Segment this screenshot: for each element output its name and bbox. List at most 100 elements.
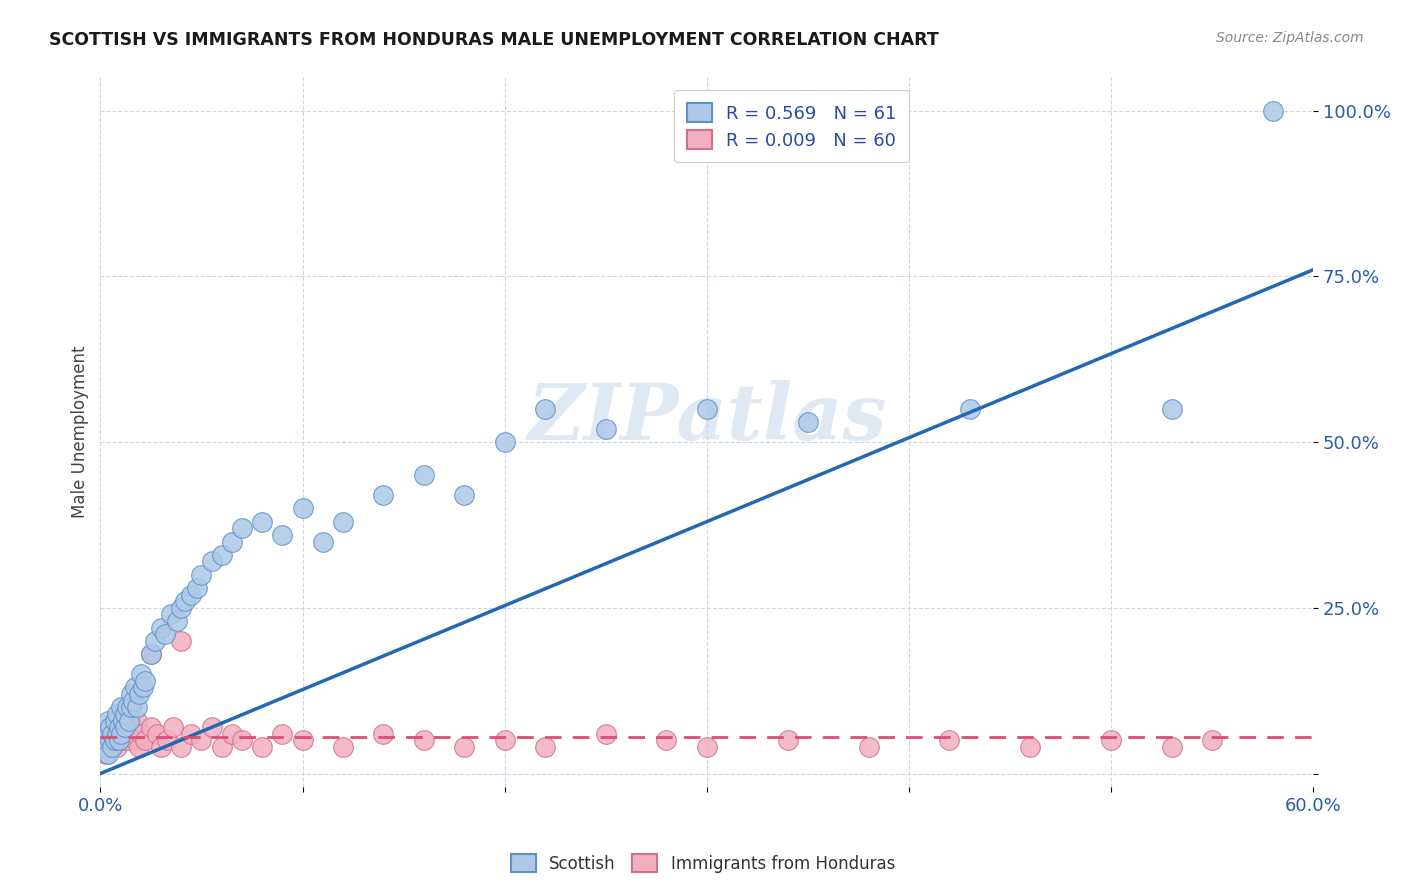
Point bbox=[96, 747, 118, 761]
Point bbox=[156, 733, 179, 747]
Point bbox=[124, 681, 146, 695]
Point bbox=[166, 614, 188, 628]
Point bbox=[115, 700, 138, 714]
Point bbox=[332, 515, 354, 529]
Point bbox=[115, 733, 138, 747]
Point bbox=[696, 740, 718, 755]
Point bbox=[100, 733, 122, 747]
Point bbox=[105, 706, 128, 721]
Point bbox=[107, 720, 129, 734]
Point bbox=[93, 740, 115, 755]
Point bbox=[858, 740, 880, 755]
Point bbox=[180, 588, 202, 602]
Point bbox=[125, 714, 148, 728]
Point bbox=[139, 647, 162, 661]
Point bbox=[128, 687, 150, 701]
Point bbox=[797, 415, 820, 429]
Point bbox=[103, 714, 125, 728]
Point bbox=[211, 740, 233, 755]
Point bbox=[231, 733, 253, 747]
Point bbox=[1201, 733, 1223, 747]
Point bbox=[250, 515, 273, 529]
Point bbox=[134, 673, 156, 688]
Text: SCOTTISH VS IMMIGRANTS FROM HONDURAS MALE UNEMPLOYMENT CORRELATION CHART: SCOTTISH VS IMMIGRANTS FROM HONDURAS MAL… bbox=[49, 31, 939, 49]
Point bbox=[107, 733, 129, 747]
Point bbox=[111, 727, 134, 741]
Point bbox=[105, 727, 128, 741]
Point bbox=[150, 740, 173, 755]
Point bbox=[128, 740, 150, 755]
Point bbox=[595, 422, 617, 436]
Point bbox=[110, 700, 132, 714]
Point bbox=[190, 733, 212, 747]
Point bbox=[696, 401, 718, 416]
Point bbox=[111, 714, 134, 728]
Point bbox=[110, 727, 132, 741]
Point bbox=[291, 733, 314, 747]
Point bbox=[121, 693, 143, 707]
Point bbox=[174, 594, 197, 608]
Point bbox=[200, 720, 222, 734]
Point bbox=[776, 733, 799, 747]
Point bbox=[1019, 740, 1042, 755]
Point bbox=[1160, 740, 1182, 755]
Point bbox=[373, 488, 395, 502]
Point bbox=[412, 468, 434, 483]
Point bbox=[153, 627, 176, 641]
Point bbox=[271, 528, 294, 542]
Point bbox=[146, 727, 169, 741]
Point bbox=[110, 733, 132, 747]
Point bbox=[124, 733, 146, 747]
Point bbox=[107, 720, 129, 734]
Point bbox=[118, 714, 141, 728]
Point bbox=[101, 727, 124, 741]
Point bbox=[190, 567, 212, 582]
Point bbox=[139, 720, 162, 734]
Point bbox=[221, 534, 243, 549]
Point bbox=[132, 681, 155, 695]
Point bbox=[121, 720, 143, 734]
Point bbox=[959, 401, 981, 416]
Point bbox=[453, 488, 475, 502]
Point bbox=[114, 720, 136, 734]
Point bbox=[534, 401, 557, 416]
Text: Source: ZipAtlas.com: Source: ZipAtlas.com bbox=[1216, 31, 1364, 45]
Point bbox=[101, 740, 124, 755]
Point bbox=[150, 621, 173, 635]
Point bbox=[105, 740, 128, 755]
Point bbox=[101, 727, 124, 741]
Point bbox=[139, 647, 162, 661]
Point bbox=[494, 733, 516, 747]
Point bbox=[103, 733, 125, 747]
Point bbox=[103, 714, 125, 728]
Point bbox=[97, 740, 120, 755]
Point bbox=[96, 733, 118, 747]
Point bbox=[120, 727, 142, 741]
Point bbox=[453, 740, 475, 755]
Point bbox=[373, 727, 395, 741]
Point bbox=[103, 733, 125, 747]
Point bbox=[186, 581, 208, 595]
Point bbox=[291, 501, 314, 516]
Point bbox=[938, 733, 960, 747]
Point bbox=[412, 733, 434, 747]
Point bbox=[129, 727, 152, 741]
Point bbox=[97, 727, 120, 741]
Point bbox=[162, 720, 184, 734]
Point bbox=[271, 727, 294, 741]
Point bbox=[125, 700, 148, 714]
Legend: Scottish, Immigrants from Honduras: Scottish, Immigrants from Honduras bbox=[505, 847, 901, 880]
Point bbox=[118, 714, 141, 728]
Point bbox=[114, 706, 136, 721]
Point bbox=[231, 521, 253, 535]
Point bbox=[1099, 733, 1122, 747]
Point bbox=[100, 720, 122, 734]
Point bbox=[96, 727, 118, 741]
Point bbox=[129, 667, 152, 681]
Point bbox=[101, 740, 124, 755]
Point bbox=[143, 634, 166, 648]
Point bbox=[595, 727, 617, 741]
Point bbox=[105, 727, 128, 741]
Point bbox=[120, 687, 142, 701]
Point bbox=[170, 634, 193, 648]
